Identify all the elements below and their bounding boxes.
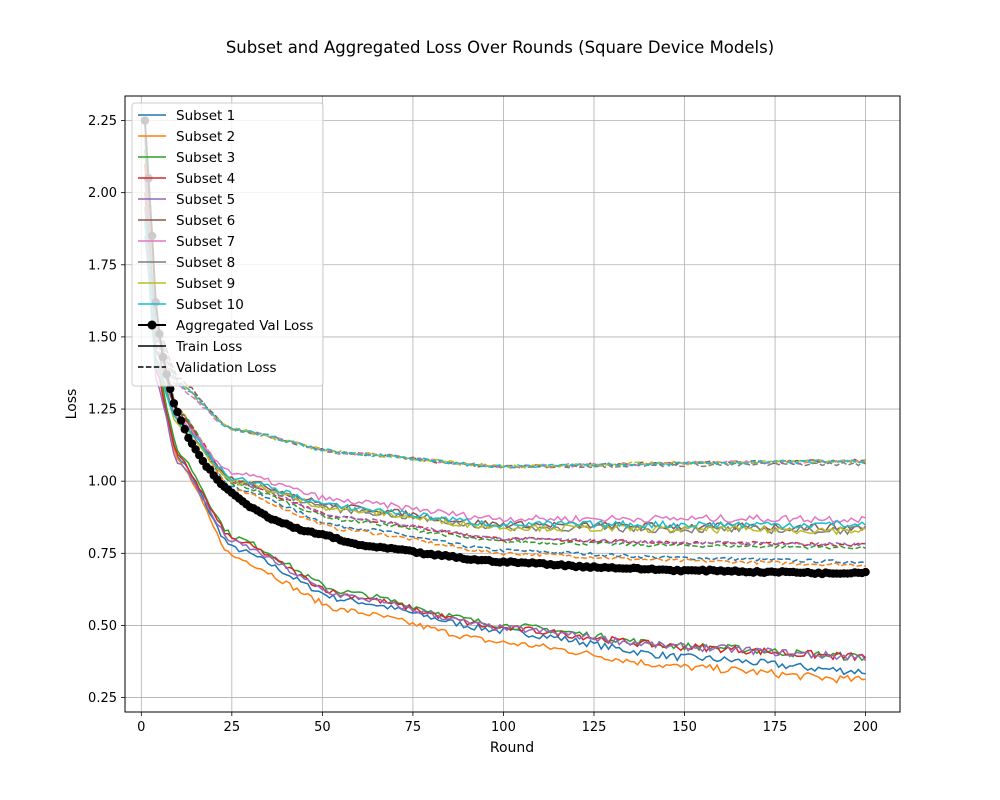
series-2-train-line <box>144 120 866 684</box>
y-tick-label: 2.00 <box>88 186 117 201</box>
y-tick-label: 0.25 <box>88 691 117 706</box>
series-9-train-line <box>144 221 866 536</box>
series-5-train-line <box>144 178 867 662</box>
x-tick-label: 0 <box>137 720 145 735</box>
y-tick-label: 1.25 <box>88 403 117 418</box>
y-tick-label: 1.50 <box>88 330 117 345</box>
series-10-train-line <box>144 221 867 530</box>
legend-label: Subset 8 <box>176 255 235 271</box>
y-axis-label: Loss <box>64 389 80 420</box>
series-3-val-line <box>144 149 866 550</box>
legend-label: Subset 5 <box>176 192 235 208</box>
series-2-val-line <box>144 120 866 568</box>
legend-box <box>131 102 324 387</box>
series-3-train-line <box>144 149 867 662</box>
y-tick-label: 1.75 <box>88 258 117 273</box>
legend-label: Subset 7 <box>176 234 235 250</box>
chart-title: Subset and Aggregated Loss Over Rounds (… <box>226 38 774 57</box>
x-tick-label: 200 <box>853 720 878 735</box>
y-tick-label: 1.00 <box>88 475 117 490</box>
legend-marker <box>147 320 157 330</box>
aggregated-point <box>180 425 189 434</box>
legend-label: Subset 9 <box>176 276 235 292</box>
aggregated-point <box>176 416 186 425</box>
legend-label: Train Loss <box>175 339 242 355</box>
series-1-val-line <box>144 134 866 565</box>
aggregated-point <box>166 384 175 394</box>
legend-label: Aggregated Val Loss <box>176 318 313 334</box>
aggregated-point <box>861 567 870 577</box>
y-tick-label: 0.50 <box>88 619 117 634</box>
x-axis-label: Round <box>490 740 534 756</box>
series-4-val-line <box>144 163 866 547</box>
x-tick-label: 75 <box>405 720 422 735</box>
aggregated-point <box>173 407 182 417</box>
aggregated-point <box>169 399 179 408</box>
x-tick-label: 100 <box>491 720 516 735</box>
series-7-train-line <box>144 235 866 524</box>
y-tick-label: 0.75 <box>88 547 117 562</box>
legend-label: Subset 1 <box>176 108 235 124</box>
axes: 0 25 50 75 100 125 150 175 200 0.25 0.50 0.75 1.00 1.… <box>88 114 878 735</box>
legend-label: Subset 6 <box>176 213 235 229</box>
legend-label: Subset 2 <box>176 129 235 145</box>
plot-frame <box>124 95 901 713</box>
series-10-val-line <box>144 221 867 469</box>
legend: Subset 1 Subset 2 Subset 3 Subset 4 Subset 5… <box>131 102 324 387</box>
legend-label: Subset 10 <box>176 297 244 313</box>
x-tick-label: 25 <box>224 720 241 735</box>
x-tick-label: 50 <box>314 720 331 735</box>
legend-label: Subset 4 <box>176 171 235 187</box>
x-tick-label: 125 <box>582 720 607 735</box>
x-tick-label: 175 <box>763 720 788 735</box>
aggregated-series <box>140 116 870 579</box>
legend-label: Validation Loss <box>176 360 277 376</box>
legend-label: Subset 3 <box>176 150 235 166</box>
y-tick-label: 2.25 <box>88 114 117 129</box>
x-tick-label: 150 <box>672 720 697 735</box>
plot-series <box>144 120 867 684</box>
